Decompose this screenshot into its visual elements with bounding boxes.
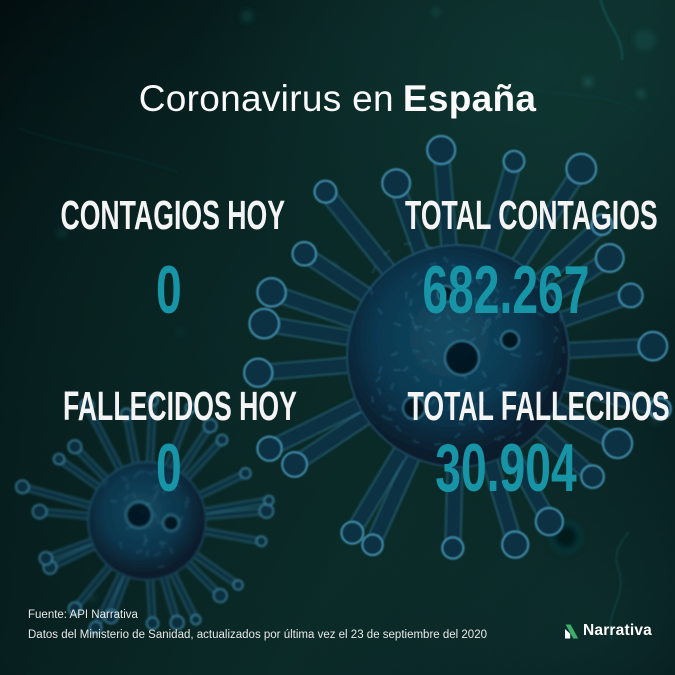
narrativa-logo: Narrativa — [564, 622, 652, 640]
stat-label-total-contagios: TOTAL CONTAGIOS — [405, 192, 658, 238]
stat-label-total-fallecidos: TOTAL FALLECIDOS — [407, 383, 670, 429]
title-country: España — [402, 78, 537, 119]
footer-update: Datos del Ministerio de Sanidad, actuali… — [28, 628, 487, 641]
stat-label-contagios-hoy: CONTAGIOS HOY — [60, 192, 286, 238]
stat-value-fallecidos-hoy: 0 — [155, 430, 182, 506]
stat-value-contagios-hoy: 0 — [155, 252, 182, 328]
stat-value-total-fallecidos: 30.904 — [435, 430, 577, 506]
title-prefix: Coronavirus en — [138, 78, 394, 119]
narrativa-logo-text: Narrativa — [582, 622, 652, 639]
stat-label-fallecidos-hoy: FALLECIDOS HOY — [62, 383, 297, 429]
footer-source: Fuente: API Narrativa — [28, 609, 138, 621]
page-title: Coronavirus en España — [0, 77, 675, 121]
stat-value-total-contagios: 682.267 — [422, 252, 590, 328]
narrativa-logo-icon — [564, 624, 579, 638]
footer-attribution: Fuente: API Narrativa Datos del Minister… — [28, 606, 487, 645]
